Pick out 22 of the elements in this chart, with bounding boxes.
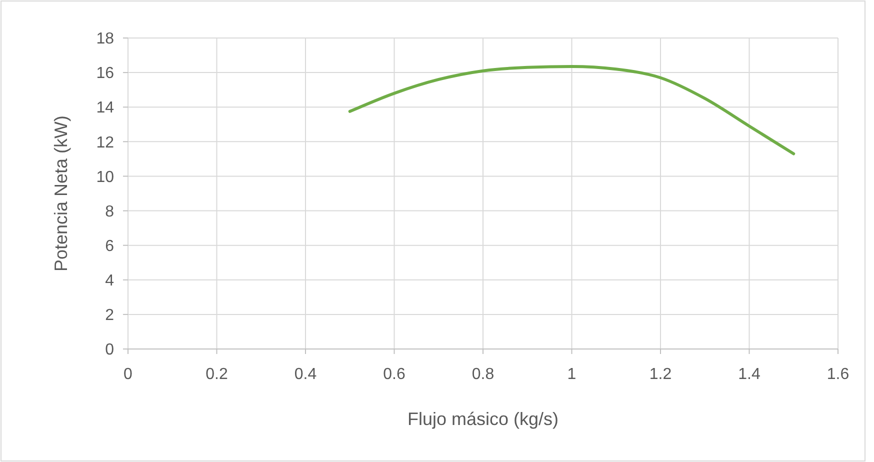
y-tick-label: 18 [96,30,114,48]
x-tick-label: 0 [124,366,133,383]
x-axis-title: Flujo másico (kg/s) [407,409,559,429]
x-tick-label: 0.8 [472,366,494,383]
y-axis-title: Potencia Neta (kW) [51,115,71,272]
y-tick-label: 12 [96,134,114,152]
line-series [348,65,796,156]
y-tick-label: 6 [105,238,114,255]
x-tick-label: 0.2 [206,366,228,383]
x-tick-label: 1.2 [649,366,672,383]
y-tick-label: 8 [105,203,114,220]
x-tick-label: 0.4 [294,366,317,383]
x-tick-label: 0.6 [383,366,406,383]
x-tick-label: 1.4 [738,366,760,383]
x-tick-label: 1 [567,366,576,383]
y-tick-label: 14 [96,100,114,117]
x-tick-label: 1.6 [826,366,850,383]
y-tick-label: 0 [105,342,114,359]
y-tick-label: 16 [96,65,114,82]
y-tick-label: 2 [105,307,114,324]
y-tick-label: 10 [96,168,114,186]
y-tick-label: 4 [105,272,114,290]
